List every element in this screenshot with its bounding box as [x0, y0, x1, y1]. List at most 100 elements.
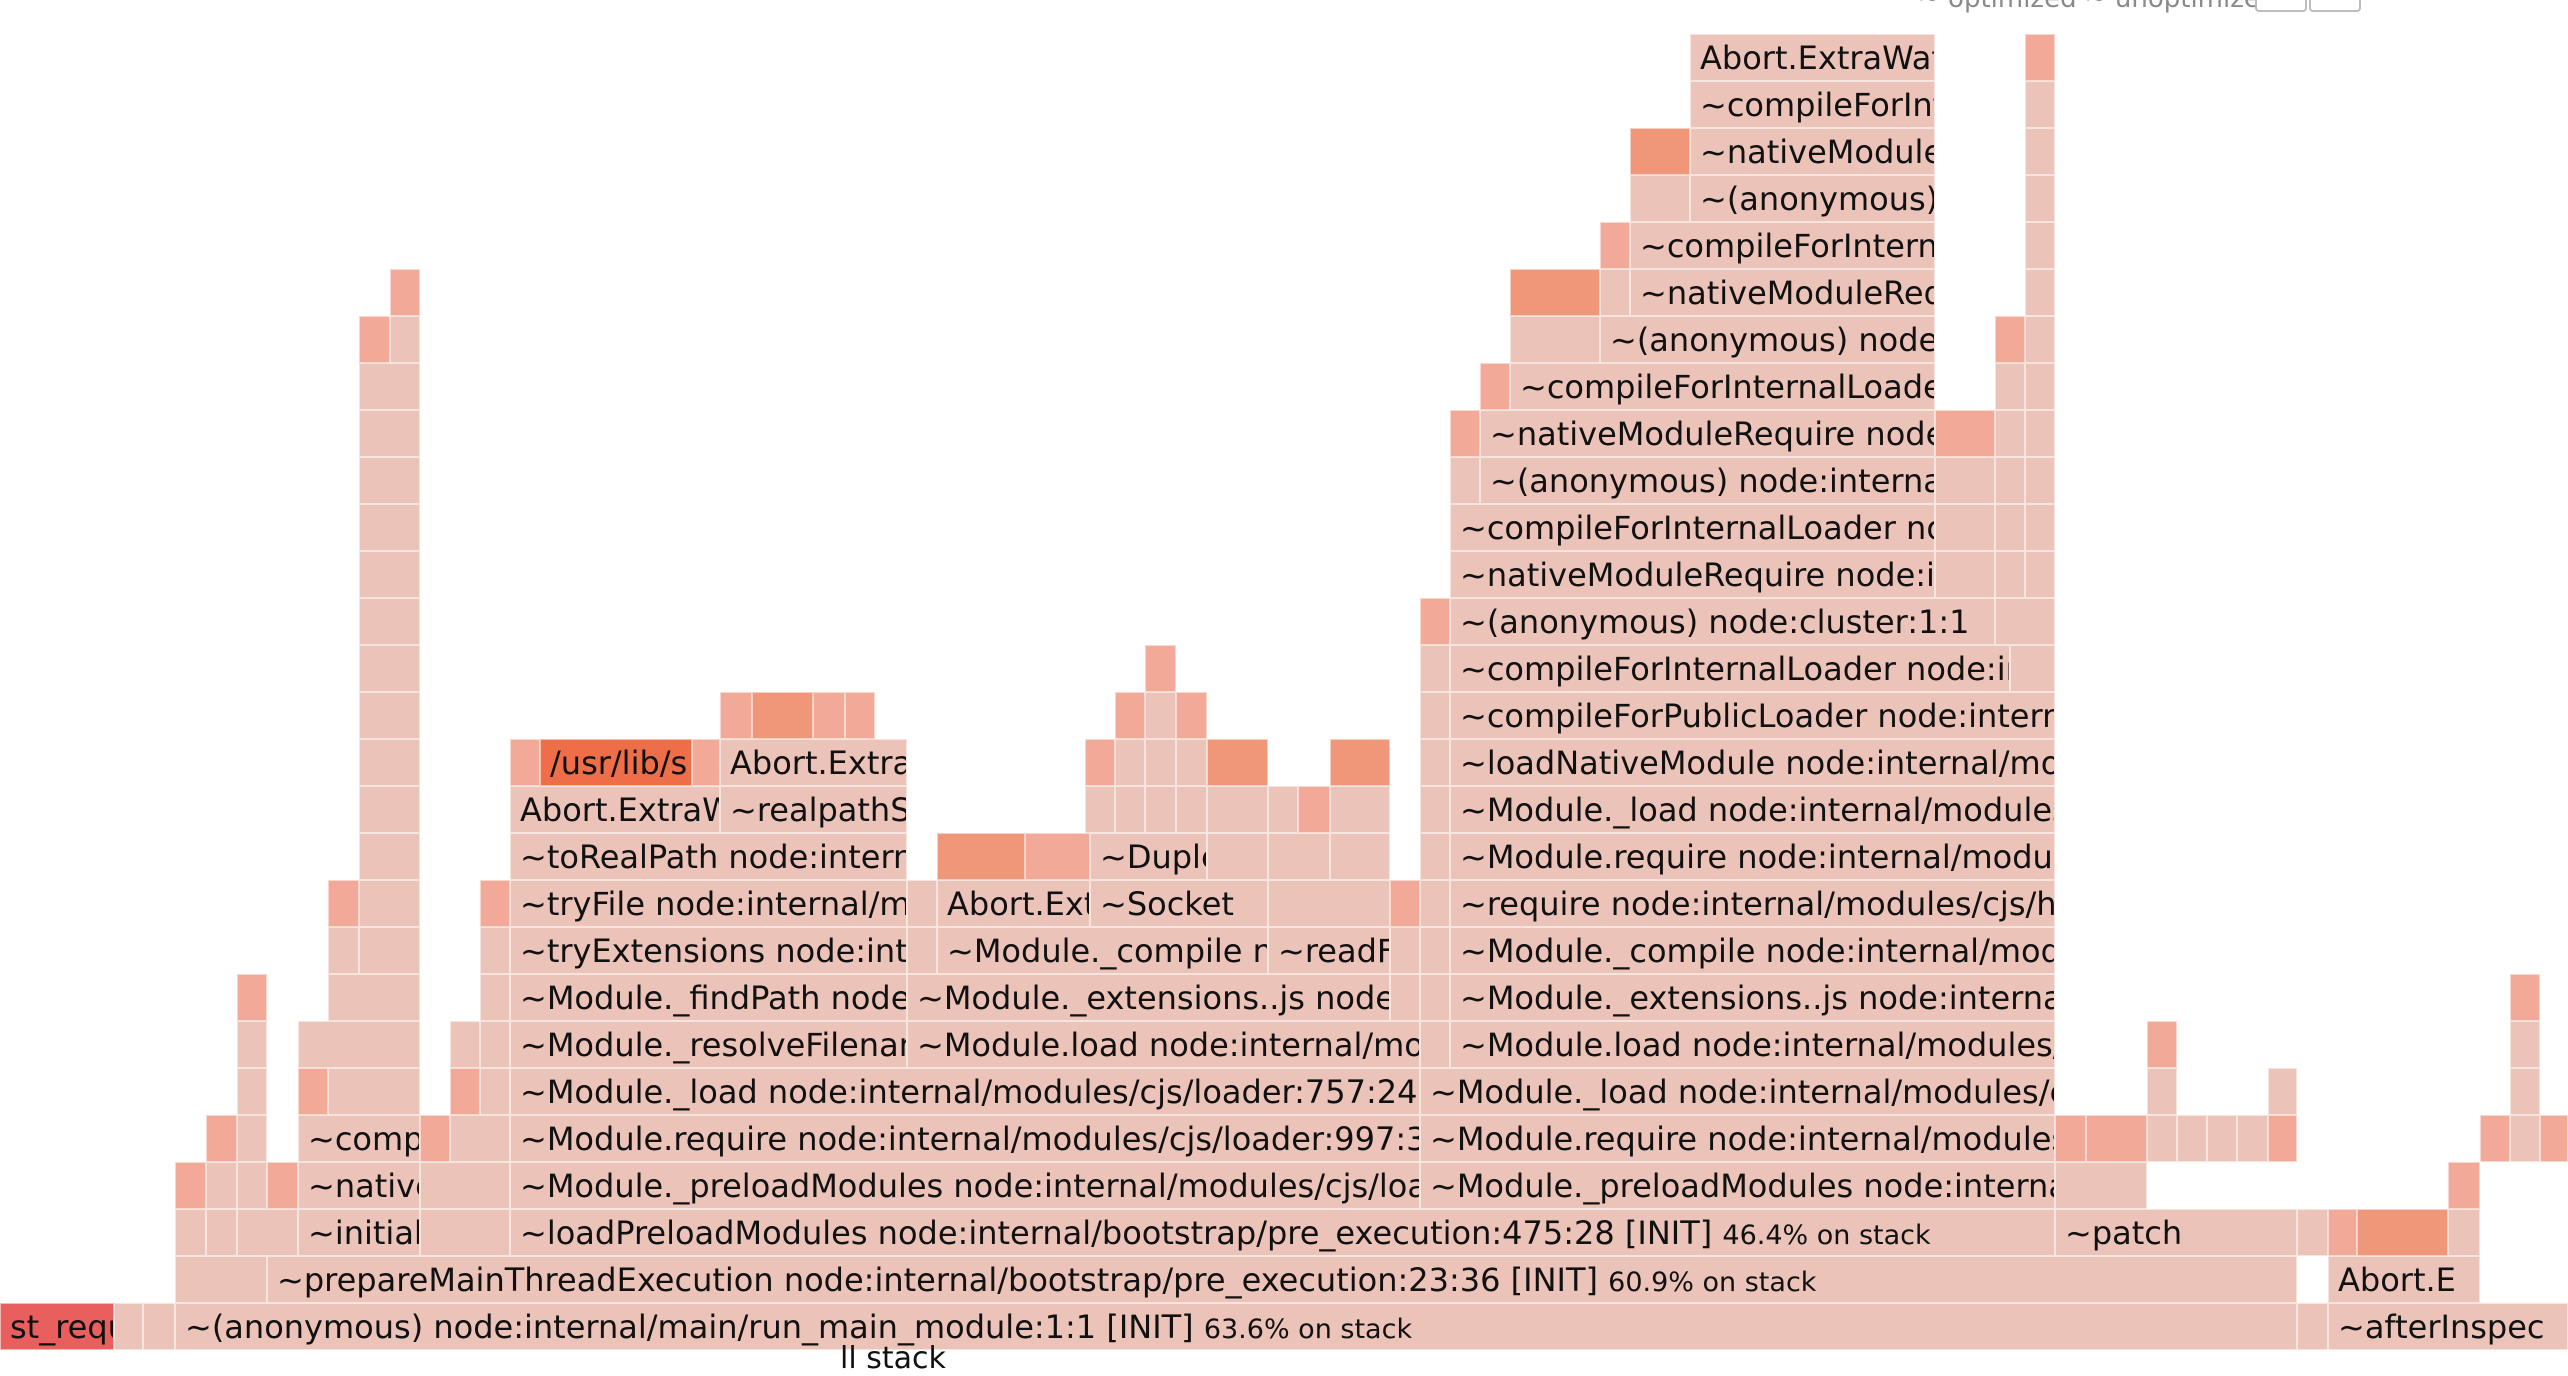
- flame-frame[interactable]: [359, 316, 390, 363]
- flame-frame[interactable]: [845, 692, 875, 739]
- flame-frame[interactable]: ~loadPreloadModules node:internal/bootst…: [510, 1209, 2055, 1256]
- flame-frame[interactable]: [1268, 880, 1390, 927]
- flame-frame[interactable]: [359, 504, 420, 551]
- flame-frame[interactable]: ~compileForInternalLoader node:internal/…: [1510, 363, 1935, 410]
- flame-frame[interactable]: [359, 739, 420, 786]
- flame-frame[interactable]: Abort.ExtraWatcher: [1690, 34, 1935, 81]
- flame-frame[interactable]: [359, 692, 420, 739]
- flame-frame[interactable]: ~readF: [1268, 927, 1390, 974]
- flame-frame[interactable]: ~Module.load node:internal/modules/cjs/l…: [1450, 1021, 2055, 1068]
- flame-frame[interactable]: [328, 927, 359, 974]
- flame-frame[interactable]: [2297, 1303, 2328, 1350]
- flame-frame[interactable]: ~compileForInternalLoader node:internal/…: [1450, 645, 2010, 692]
- flame-frame[interactable]: [907, 880, 937, 927]
- flame-frame[interactable]: [2357, 1209, 2448, 1256]
- flame-frame[interactable]: [2268, 1115, 2297, 1162]
- flame-frame[interactable]: ~Module._resolveFilename node:internal/m…: [510, 1021, 907, 1068]
- optimized-toggle-button[interactable]: [2255, 0, 2307, 12]
- flame-frame[interactable]: ~toRealPath node:internal/modules/cjs/lo…: [510, 833, 907, 880]
- flame-frame[interactable]: [1025, 833, 1090, 880]
- flame-frame[interactable]: [114, 1303, 143, 1350]
- flame-frame[interactable]: ~Module._extensions..js node:internal/mo…: [1450, 974, 2055, 1021]
- flame-frame[interactable]: [206, 1162, 237, 1209]
- flame-frame[interactable]: [1995, 457, 2025, 504]
- flame-frame[interactable]: [2010, 645, 2055, 692]
- flame-frame[interactable]: [1115, 786, 1145, 833]
- flame-frame[interactable]: [1145, 692, 1176, 739]
- flame-frame[interactable]: [359, 410, 420, 457]
- flame-frame[interactable]: [420, 1162, 510, 1209]
- flame-frame[interactable]: [480, 927, 510, 974]
- flame-frame[interactable]: [1995, 598, 2055, 645]
- flame-frame[interactable]: [1268, 786, 1298, 833]
- flame-frame[interactable]: [1330, 739, 1390, 786]
- flame-frame[interactable]: [2025, 363, 2055, 410]
- flame-frame[interactable]: [237, 1162, 267, 1209]
- flame-frame[interactable]: [328, 1068, 420, 1115]
- flame-frame[interactable]: [267, 1162, 298, 1209]
- flame-frame[interactable]: ~Module._findPath node:internal/modules/…: [510, 974, 907, 1021]
- flame-frame[interactable]: [2025, 34, 2055, 81]
- flame-frame[interactable]: [813, 692, 845, 739]
- flame-frame[interactable]: ~nativeModuleRequire node:internal/boots…: [1480, 410, 1935, 457]
- flame-frame[interactable]: [390, 269, 420, 316]
- flame-frame[interactable]: [1390, 927, 1420, 974]
- flame-frame[interactable]: [2540, 1115, 2568, 1162]
- flame-frame[interactable]: [298, 1068, 328, 1115]
- flame-frame[interactable]: [206, 1115, 237, 1162]
- flame-frame[interactable]: [359, 457, 420, 504]
- flame-frame[interactable]: [1630, 175, 1690, 222]
- flame-frame[interactable]: [1935, 410, 1995, 457]
- flame-frame[interactable]: [1995, 551, 2025, 598]
- flame-frame[interactable]: ~Module._compile node:internal/modules/c…: [1450, 927, 2055, 974]
- flame-frame[interactable]: ~compileForInternalLoader node:internal/…: [1450, 504, 1935, 551]
- flame-frame[interactable]: [1420, 927, 1450, 974]
- flame-frame[interactable]: [2025, 175, 2055, 222]
- flame-frame[interactable]: ~compileForInternalLoader node:internal/…: [1630, 222, 1935, 269]
- flame-frame[interactable]: ~Module._load node:internal/modules/cjs/…: [1450, 786, 2055, 833]
- flame-frame[interactable]: ~loadNativeModule node:internal/modules/…: [1450, 739, 2055, 786]
- flame-frame[interactable]: ~realpathSync: [720, 786, 907, 833]
- flame-frame[interactable]: [1420, 645, 1450, 692]
- flame-frame[interactable]: [237, 1068, 267, 1115]
- flame-frame[interactable]: [1510, 316, 1600, 363]
- flame-frame[interactable]: [1390, 974, 1420, 1021]
- flame-frame[interactable]: [175, 1256, 267, 1303]
- flame-frame[interactable]: [1207, 833, 1268, 880]
- flame-frame[interactable]: [752, 692, 813, 739]
- flame-frame[interactable]: [1115, 692, 1145, 739]
- flame-frame[interactable]: ~nativeModuleRequire node:internal/boots…: [1690, 128, 1935, 175]
- flame-frame[interactable]: ~(anonymous) node:cluster:1:1: [1450, 598, 1995, 645]
- flame-frame[interactable]: [480, 880, 510, 927]
- flame-frame[interactable]: [2025, 81, 2055, 128]
- flame-frame[interactable]: ~Socket: [1090, 880, 1268, 927]
- flame-frame[interactable]: [1420, 1021, 1450, 1068]
- flame-frame[interactable]: ~Module._compile node:internal/modules/c…: [937, 927, 1268, 974]
- flame-frame[interactable]: [2025, 457, 2055, 504]
- flame-frame[interactable]: [1935, 504, 1995, 551]
- flame-frame[interactable]: [1420, 598, 1450, 645]
- flame-frame[interactable]: [237, 1209, 298, 1256]
- flame-frame[interactable]: [237, 1115, 267, 1162]
- flame-frame[interactable]: st_requ: [0, 1303, 114, 1350]
- flame-frame[interactable]: [450, 1115, 510, 1162]
- flame-frame[interactable]: [1420, 692, 1450, 739]
- flame-frame[interactable]: [1420, 739, 1450, 786]
- flame-frame[interactable]: ~Module.require node:internal/modules/cj…: [1420, 1115, 2055, 1162]
- flame-frame[interactable]: [2510, 1021, 2540, 1068]
- flame-frame[interactable]: ~(anonymous) node:internal/main/run_main…: [175, 1303, 2297, 1350]
- flame-frame[interactable]: [1935, 457, 1995, 504]
- flame-frame[interactable]: [1298, 786, 1330, 833]
- flame-frame[interactable]: ~initial: [298, 1209, 420, 1256]
- flame-frame[interactable]: [298, 1021, 420, 1068]
- flame-frame[interactable]: [2025, 222, 2055, 269]
- flame-frame[interactable]: [1145, 786, 1176, 833]
- flame-frame[interactable]: [1330, 786, 1390, 833]
- flame-frame[interactable]: [720, 692, 752, 739]
- flame-frame[interactable]: [450, 1068, 480, 1115]
- flame-frame[interactable]: [1330, 833, 1390, 880]
- flame-frame[interactable]: [480, 1068, 510, 1115]
- flame-frame[interactable]: [510, 739, 540, 786]
- flame-frame[interactable]: [2025, 410, 2055, 457]
- flame-frame[interactable]: [1420, 786, 1450, 833]
